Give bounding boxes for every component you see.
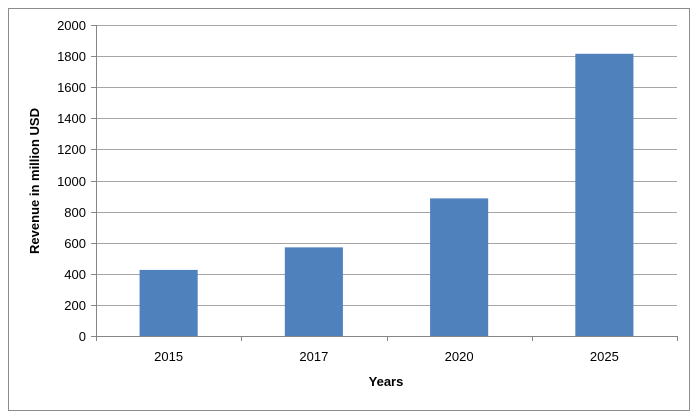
bar-2017 (284, 247, 343, 336)
y-tick-label: 800 (64, 205, 86, 220)
y-tick-label: 1800 (57, 49, 86, 64)
y-tick-label: 1400 (57, 111, 86, 126)
bar-2015 (139, 269, 198, 336)
x-tick-label: 2025 (590, 349, 619, 364)
y-tick-label: 400 (64, 267, 86, 282)
x-tick-labels: 2015 2017 2020 2025 (154, 349, 619, 364)
bars (139, 53, 634, 337)
y-tick-label: 0 (79, 329, 86, 344)
y-tick-labels: 0 200 400 600 800 1000 1200 1400 1600 1800 2000 (57, 18, 86, 344)
y-tick-label: 200 (64, 298, 86, 313)
y-axis-title: Revenue in million USD (27, 108, 42, 254)
axes (91, 25, 678, 341)
bar-2025 (575, 53, 634, 337)
x-tick-label: 2017 (299, 349, 328, 364)
y-tick-label: 600 (64, 236, 86, 251)
y-tick-label: 1000 (57, 174, 86, 189)
x-axis-title: Years (369, 374, 404, 389)
x-tick-label: 2015 (154, 349, 183, 364)
y-tick-label: 1600 (57, 80, 86, 95)
x-tick-label: 2020 (445, 349, 474, 364)
bar-2020 (430, 198, 489, 336)
y-tick-label: 2000 (57, 18, 86, 33)
y-tick-label: 1200 (57, 142, 86, 157)
